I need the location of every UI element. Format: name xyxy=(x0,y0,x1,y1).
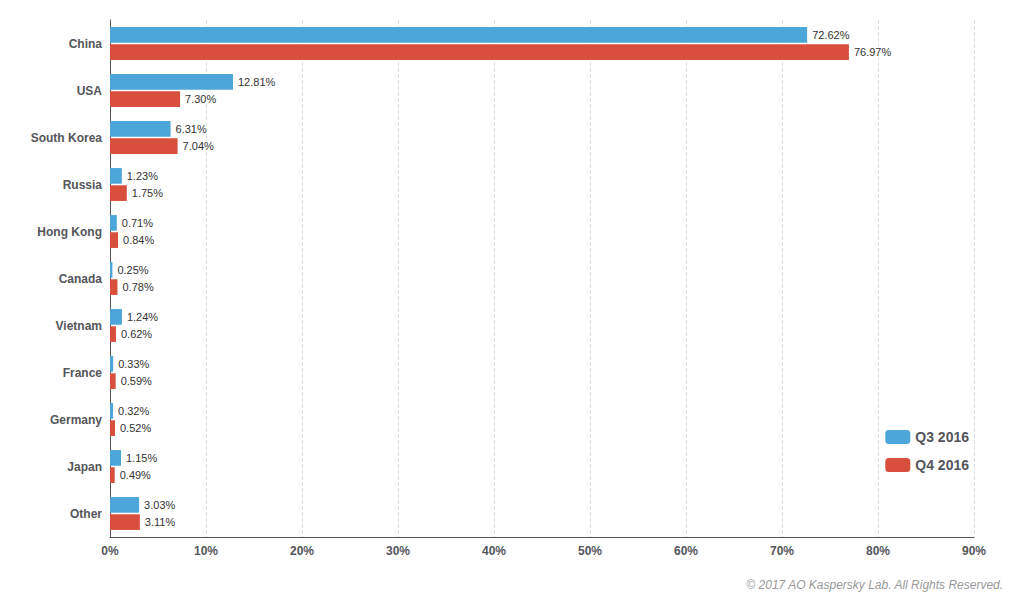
svg-text:0.52%: 0.52% xyxy=(120,422,151,434)
svg-text:7.30%: 7.30% xyxy=(185,93,216,105)
svg-text:72.62%: 72.62% xyxy=(812,29,850,41)
svg-text:10%: 10% xyxy=(194,544,218,558)
svg-text:0.59%: 0.59% xyxy=(121,375,152,387)
svg-text:France: France xyxy=(63,366,103,380)
svg-text:0.84%: 0.84% xyxy=(123,234,154,246)
svg-text:90%: 90% xyxy=(962,544,986,558)
svg-text:Vietnam: Vietnam xyxy=(56,319,102,333)
svg-text:1.15%: 1.15% xyxy=(126,452,157,464)
svg-text:3.11%: 3.11% xyxy=(145,516,176,528)
svg-text:50%: 50% xyxy=(578,544,602,558)
svg-text:3.03%: 3.03% xyxy=(144,499,175,511)
svg-text:Q4 2016: Q4 2016 xyxy=(915,457,969,473)
svg-text:Germany: Germany xyxy=(50,413,102,427)
svg-text:0.71%: 0.71% xyxy=(122,217,153,229)
svg-text:Japan: Japan xyxy=(67,460,102,474)
svg-text:0.49%: 0.49% xyxy=(120,469,151,481)
svg-text:1.75%: 1.75% xyxy=(132,187,163,199)
svg-text:Russia: Russia xyxy=(63,178,103,192)
svg-text:0.25%: 0.25% xyxy=(117,264,148,276)
svg-text:0.62%: 0.62% xyxy=(121,328,152,340)
svg-text:60%: 60% xyxy=(674,544,698,558)
svg-text:0.32%: 0.32% xyxy=(118,405,149,417)
svg-text:1.23%: 1.23% xyxy=(127,170,158,182)
svg-text:1.24%: 1.24% xyxy=(127,311,158,323)
svg-text:© 2017 AO Kaspersky Lab. All R: © 2017 AO Kaspersky Lab. All Rights Rese… xyxy=(746,578,1003,592)
svg-text:12.81%: 12.81% xyxy=(238,76,276,88)
svg-text:Canada: Canada xyxy=(59,272,103,286)
svg-text:Q3 2016: Q3 2016 xyxy=(915,429,969,445)
svg-text:40%: 40% xyxy=(482,544,506,558)
svg-text:0%: 0% xyxy=(101,544,119,558)
svg-text:0.33%: 0.33% xyxy=(118,358,149,370)
svg-text:0.78%: 0.78% xyxy=(122,281,153,293)
svg-text:30%: 30% xyxy=(386,544,410,558)
svg-text:20%: 20% xyxy=(290,544,314,558)
svg-text:6.31%: 6.31% xyxy=(176,123,207,135)
svg-text:Other: Other xyxy=(70,507,102,521)
svg-text:China: China xyxy=(69,37,103,51)
svg-text:South Korea: South Korea xyxy=(31,131,103,145)
svg-text:70%: 70% xyxy=(770,544,794,558)
svg-text:USA: USA xyxy=(77,84,103,98)
svg-text:Hong Kong: Hong Kong xyxy=(37,225,102,239)
svg-text:7.04%: 7.04% xyxy=(183,140,214,152)
svg-text:76.97%: 76.97% xyxy=(854,46,892,58)
svg-text:80%: 80% xyxy=(866,544,890,558)
